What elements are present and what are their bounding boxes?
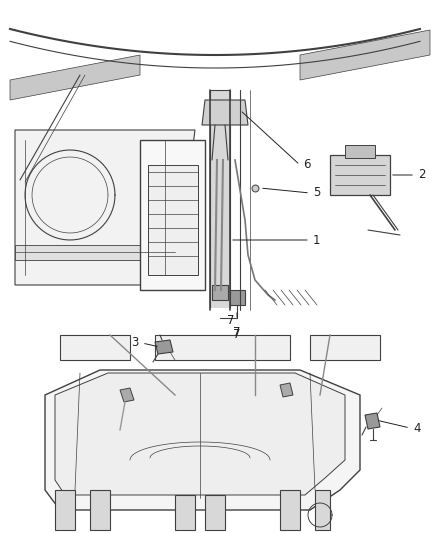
Text: 4: 4 [413, 422, 420, 434]
Polygon shape [175, 495, 195, 530]
Polygon shape [15, 130, 195, 285]
Polygon shape [55, 373, 345, 495]
Text: 1: 1 [313, 233, 321, 246]
Polygon shape [15, 245, 175, 260]
Polygon shape [310, 335, 380, 360]
Text: 7: 7 [233, 326, 241, 339]
Polygon shape [212, 285, 228, 300]
Text: 2: 2 [418, 168, 425, 182]
Polygon shape [155, 340, 173, 354]
Polygon shape [280, 383, 293, 397]
Polygon shape [202, 100, 248, 125]
Polygon shape [60, 335, 130, 360]
Text: 3: 3 [132, 336, 139, 350]
Polygon shape [315, 490, 330, 530]
Text: 7: 7 [233, 328, 241, 341]
Polygon shape [345, 145, 375, 158]
Polygon shape [330, 155, 390, 195]
Text: 6: 6 [303, 158, 311, 172]
Polygon shape [365, 413, 380, 429]
Polygon shape [205, 495, 225, 530]
Text: 7: 7 [226, 313, 234, 327]
Polygon shape [55, 490, 75, 530]
Polygon shape [140, 140, 205, 290]
Polygon shape [45, 370, 360, 510]
Polygon shape [90, 490, 110, 530]
Polygon shape [210, 90, 230, 310]
Polygon shape [155, 335, 290, 360]
Polygon shape [10, 55, 140, 100]
Polygon shape [148, 165, 198, 275]
Polygon shape [280, 490, 300, 530]
Polygon shape [230, 290, 245, 305]
Polygon shape [0, 308, 438, 325]
Text: 5: 5 [313, 187, 320, 199]
Polygon shape [300, 30, 430, 80]
Polygon shape [120, 388, 134, 402]
